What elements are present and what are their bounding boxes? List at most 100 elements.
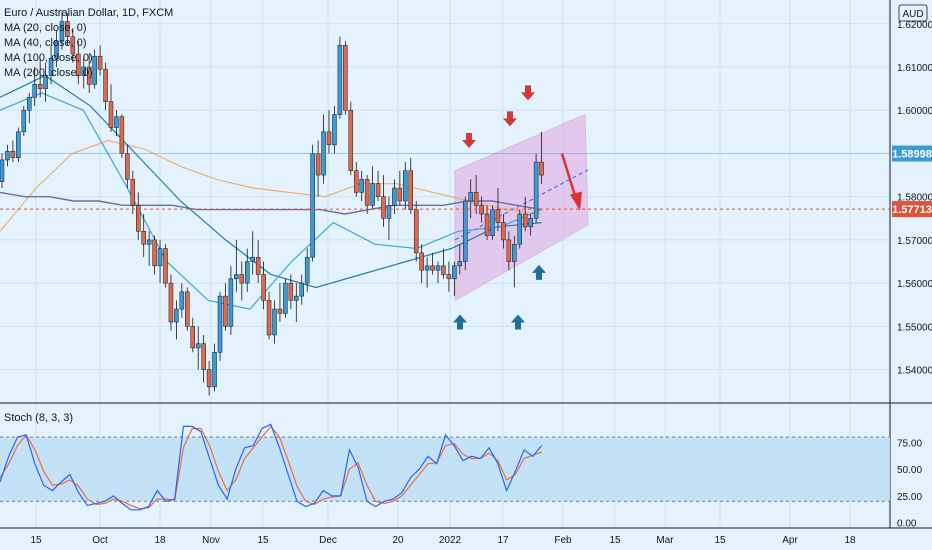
- candle-body: [266, 300, 272, 336]
- candle-body: [446, 274, 452, 280]
- ma100-label: MA (100, close, 0): [4, 52, 93, 64]
- candle-body: [539, 161, 544, 176]
- time-tick-label: Dec: [319, 535, 337, 546]
- candle-body: [332, 114, 337, 146]
- candle-body: [408, 170, 413, 210]
- time-tick-label: 15: [609, 535, 621, 546]
- time-tick-label: Nov: [202, 535, 220, 546]
- candle-body: [299, 282, 304, 297]
- candle-body: [424, 265, 430, 271]
- candle-body: [141, 231, 146, 245]
- candle-body: [119, 116, 125, 154]
- candle-body: [103, 68, 108, 102]
- candle-body: [201, 343, 206, 370]
- candle-body: [114, 116, 119, 128]
- candle-body: [403, 170, 408, 202]
- down-arrow-icon: [521, 85, 535, 101]
- projection-arrow-icon: [570, 191, 582, 211]
- candle-body: [168, 282, 174, 323]
- axes: 1.620001.610001.600001.590001.580001.570…: [30, 4, 932, 546]
- candle-body: [294, 295, 299, 301]
- candle-body: [108, 101, 114, 128]
- candle-body: [288, 282, 294, 301]
- candle-body: [16, 131, 21, 159]
- stoch-d-line: [0, 425, 542, 510]
- candle-body: [386, 205, 392, 219]
- currency-label: AUD: [902, 9, 923, 20]
- stochastic-lines: [0, 423, 543, 511]
- candle-body: [81, 66, 86, 76]
- candle-body: [239, 274, 245, 284]
- candle-body: [48, 58, 54, 76]
- candle-body: [21, 109, 27, 133]
- candle-body: [97, 55, 103, 70]
- candle-body: [343, 45, 348, 111]
- projection-arrow-shaft: [560, 153, 578, 200]
- moving-averages: [0, 74, 542, 310]
- candle-body: [272, 308, 277, 336]
- time-tick-label: 20: [392, 535, 404, 546]
- candle-body: [86, 66, 92, 85]
- candle-body: [152, 239, 157, 267]
- down-arrow-icon: [462, 132, 476, 148]
- candle-body: [130, 179, 136, 206]
- candle-body: [419, 252, 424, 271]
- candle-body: [228, 278, 234, 327]
- candle-body: [392, 187, 397, 206]
- candle-body: [473, 192, 479, 206]
- candle-body: [76, 53, 81, 76]
- candle-body: [283, 282, 288, 314]
- time-tick-label: 15: [257, 535, 269, 546]
- candle-body: [10, 151, 16, 159]
- currency-box: [898, 4, 928, 22]
- current-price-text: 1.58998: [892, 149, 932, 161]
- candle-body: [65, 21, 70, 37]
- candle-body: [512, 243, 517, 262]
- price-tags: 1.58998 1.57713: [892, 145, 932, 218]
- candle-body: [413, 209, 419, 254]
- candle-body: [37, 84, 43, 89]
- ma200-label: MA (200, close, 0): [4, 67, 93, 79]
- stoch-k-line: [0, 423, 543, 511]
- candle-body: [435, 265, 441, 271]
- candle-body: [490, 209, 495, 236]
- candle-body: [185, 291, 190, 327]
- candle-body: [348, 109, 354, 171]
- candle-body: [245, 261, 250, 284]
- time-tick-label: 15: [30, 535, 42, 546]
- time-tick-label: 2022: [439, 535, 462, 546]
- candle-body: [174, 308, 179, 323]
- time-tick-label: 17: [497, 535, 509, 546]
- candle-body: [310, 153, 315, 258]
- candle-body: [190, 326, 195, 349]
- price-tick-label: 1.56000: [897, 279, 932, 290]
- candle-body: [501, 222, 506, 241]
- stoch-label: Stoch (8, 3, 3): [4, 412, 74, 424]
- candle-body: [430, 265, 435, 271]
- candle-body: [468, 192, 473, 202]
- candle-body: [457, 261, 463, 267]
- current-price-tag: [892, 145, 932, 162]
- price-tick-label: 1.58000: [897, 193, 932, 204]
- candle-body: [70, 36, 76, 55]
- candle-body: [370, 183, 375, 206]
- stoch-tick-label: 75.00: [897, 438, 922, 449]
- candle-body: [59, 21, 65, 42]
- candle-body: [337, 45, 343, 115]
- candle-body: [92, 55, 97, 85]
- candle-body: [32, 84, 37, 98]
- candle-body: [381, 196, 386, 219]
- price-levels: [0, 153, 890, 210]
- stoch-tick-label: 50.00: [897, 465, 922, 476]
- candle-body: [495, 209, 501, 223]
- candle-body: [463, 200, 468, 262]
- candle-body: [484, 213, 490, 236]
- ma200-line: [0, 139, 542, 232]
- candle-body: [517, 213, 522, 245]
- candles: [0, 10, 544, 396]
- ma20-label: MA (20, close, 0): [4, 22, 87, 34]
- candle-body: [261, 274, 266, 301]
- candle-body: [506, 239, 512, 262]
- candle-body: [223, 295, 228, 327]
- candle-body: [479, 205, 484, 215]
